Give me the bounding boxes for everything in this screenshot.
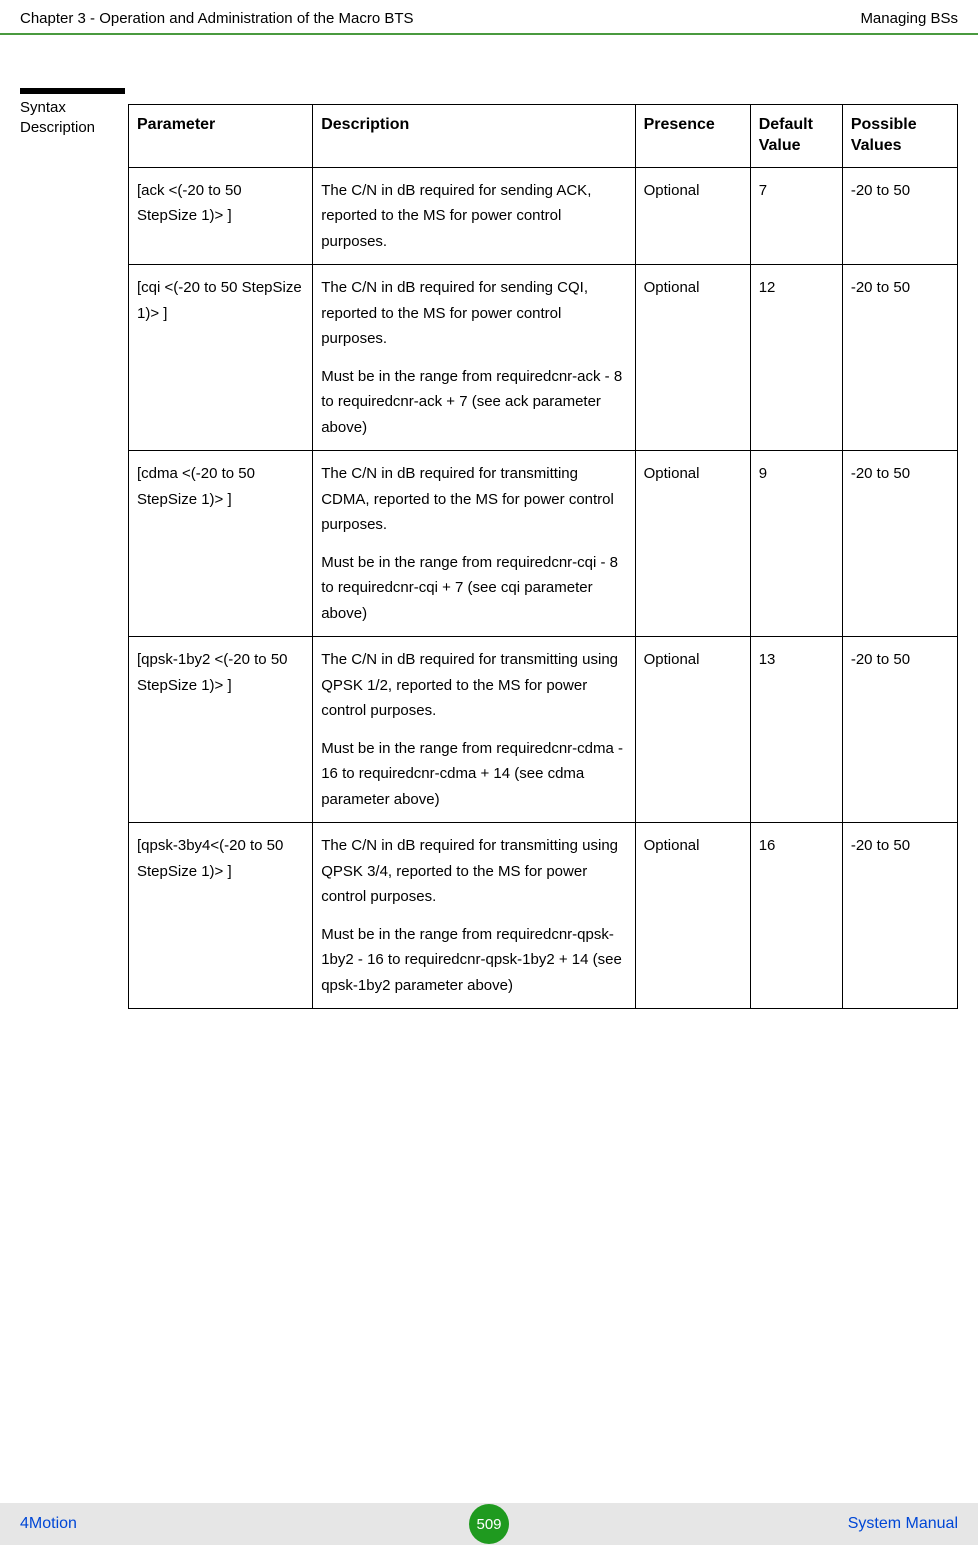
footer-left: 4Motion <box>20 1515 77 1533</box>
cell-presence: Optional <box>635 265 750 451</box>
page-header: Chapter 3 - Operation and Administration… <box>0 0 978 35</box>
table-row: [cqi <(-20 to 50 StepSize 1)> ]The C/N i… <box>129 265 958 451</box>
cell-default: 7 <box>750 167 842 265</box>
cell-presence: Optional <box>635 167 750 265</box>
table-header-row: Parameter Description Presence Default V… <box>129 105 958 168</box>
cell-parameter: [qpsk-1by2 <(-20 to 50 StepSize 1)> ] <box>129 637 313 823</box>
syntax-table-wrap: Parameter Description Presence Default V… <box>128 104 958 1009</box>
cell-description: The C/N in dB required for sending CQI, … <box>313 265 635 451</box>
syntax-table: Parameter Description Presence Default V… <box>128 104 958 1009</box>
page-number: 509 <box>476 1516 501 1533</box>
description-paragraph: The C/N in dB required for transmitting … <box>321 833 626 910</box>
side-marker <box>20 88 125 94</box>
cell-parameter: [ack <(-20 to 50 StepSize 1)> ] <box>129 167 313 265</box>
cell-description: The C/N in dB required for transmitting … <box>313 451 635 637</box>
table-row: [cdma <(-20 to 50 StepSize 1)> ]The C/N … <box>129 451 958 637</box>
cell-default: 13 <box>750 637 842 823</box>
cell-description: The C/N in dB required for transmitting … <box>313 823 635 1009</box>
description-paragraph: Must be in the range from requiredcnr-qp… <box>321 922 626 999</box>
description-paragraph: Must be in the range from requiredcnr-cq… <box>321 550 626 627</box>
side-label-line1: Syntax <box>20 98 110 118</box>
cell-parameter: [cdma <(-20 to 50 StepSize 1)> ] <box>129 451 313 637</box>
cell-description: The C/N in dB required for sending ACK, … <box>313 167 635 265</box>
cell-presence: Optional <box>635 451 750 637</box>
th-parameter: Parameter <box>129 105 313 168</box>
page-number-badge: 509 <box>469 1504 509 1544</box>
header-right: Managing BSs <box>860 10 958 27</box>
table-row: [qpsk-3by4<(-20 to 50 StepSize 1)> ]The … <box>129 823 958 1009</box>
cell-parameter: [cqi <(-20 to 50 StepSize 1)> ] <box>129 265 313 451</box>
side-label-line2: Description <box>20 118 110 138</box>
cell-default: 16 <box>750 823 842 1009</box>
th-default: Default Value <box>750 105 842 168</box>
description-paragraph: The C/N in dB required for sending CQI, … <box>321 275 626 352</box>
header-left: Chapter 3 - Operation and Administration… <box>20 10 414 27</box>
cell-presence: Optional <box>635 637 750 823</box>
cell-possible: -20 to 50 <box>842 637 957 823</box>
cell-possible: -20 to 50 <box>842 823 957 1009</box>
table-row: [ack <(-20 to 50 StepSize 1)> ]The C/N i… <box>129 167 958 265</box>
description-paragraph: Must be in the range from requiredcnr-cd… <box>321 736 626 813</box>
cell-possible: -20 to 50 <box>842 265 957 451</box>
description-paragraph: The C/N in dB required for transmitting … <box>321 647 626 724</box>
cell-possible: -20 to 50 <box>842 451 957 637</box>
side-label: Syntax Description <box>20 98 110 139</box>
cell-possible: -20 to 50 <box>842 167 957 265</box>
cell-default: 9 <box>750 451 842 637</box>
description-paragraph: The C/N in dB required for transmitting … <box>321 461 626 538</box>
cell-default: 12 <box>750 265 842 451</box>
cell-presence: Optional <box>635 823 750 1009</box>
page-footer: 4Motion 509 System Manual <box>0 1503 978 1545</box>
cell-parameter: [qpsk-3by4<(-20 to 50 StepSize 1)> ] <box>129 823 313 1009</box>
th-possible: Possible Values <box>842 105 957 168</box>
table-row: [qpsk-1by2 <(-20 to 50 StepSize 1)> ]The… <box>129 637 958 823</box>
th-presence: Presence <box>635 105 750 168</box>
footer-right: System Manual <box>848 1515 958 1533</box>
cell-description: The C/N in dB required for transmitting … <box>313 637 635 823</box>
th-description: Description <box>313 105 635 168</box>
description-paragraph: Must be in the range from requiredcnr-ac… <box>321 364 626 441</box>
description-paragraph: The C/N in dB required for sending ACK, … <box>321 178 626 255</box>
